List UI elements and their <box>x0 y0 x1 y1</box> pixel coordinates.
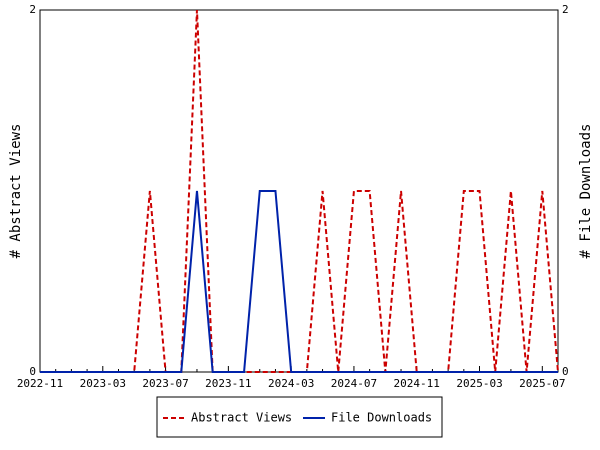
y-tick-label: 2 <box>29 3 36 16</box>
y2-tick-label: 2 <box>562 3 569 16</box>
y2-axis-label: # File Downloads <box>578 124 594 259</box>
legend-box <box>156 396 443 438</box>
x-tick-label: 2023-11 <box>205 377 251 390</box>
x-tick-label: 2024-07 <box>331 377 377 390</box>
legend-label: File Downloads <box>331 411 432 425</box>
series-line <box>40 190 558 373</box>
x-tick-label: 2022-11 <box>17 377 63 390</box>
y2-tick-label: 0 <box>562 365 569 378</box>
x-tick-label: 2023-03 <box>80 377 126 390</box>
x-tick-label: 2024-11 <box>394 377 440 390</box>
x-tick-label: 2025-03 <box>456 377 502 390</box>
x-tick-label: 2023-07 <box>142 377 188 390</box>
x-tick-label: 2024-03 <box>268 377 314 390</box>
y-axis-label: # Abstract Views <box>8 124 24 259</box>
y-tick-label: 0 <box>29 365 36 378</box>
legend-label: Abstract Views <box>191 411 292 425</box>
series-line <box>40 9 559 373</box>
x-tick-label: 2025-07 <box>519 377 565 390</box>
